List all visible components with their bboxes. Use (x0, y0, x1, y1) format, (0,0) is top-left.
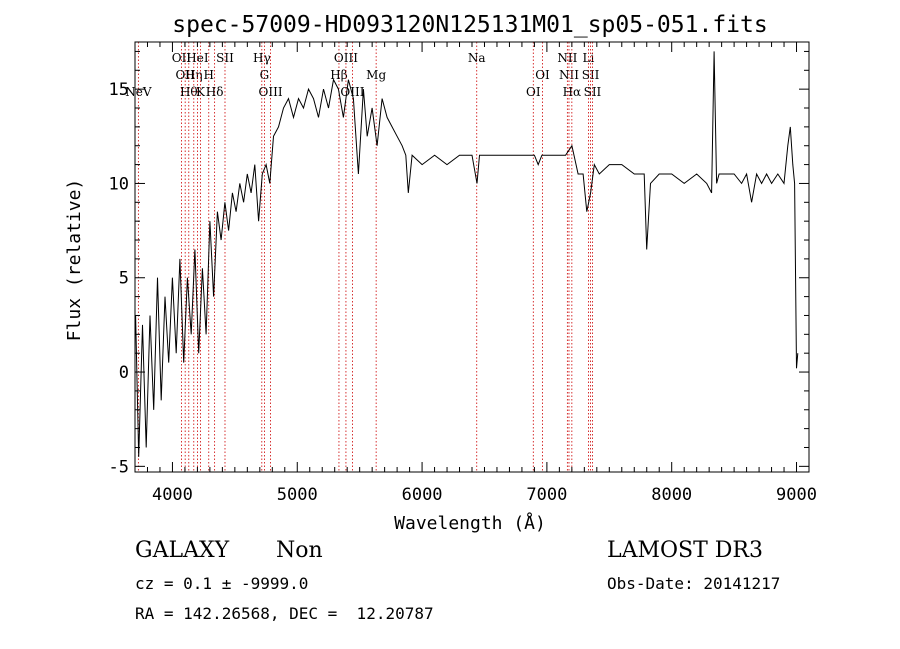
object-class: GALAXY (135, 538, 230, 563)
spectral-line-label: Hδ (206, 85, 224, 99)
spectral-line-label: H (204, 68, 214, 82)
spectral-line-label: SII (582, 68, 600, 82)
x-tick-label: 4000 (152, 485, 193, 505)
spectral-line-label: Na (468, 51, 486, 65)
plot-frame (134, 41, 810, 473)
x-tick-label: 7000 (526, 485, 567, 505)
y-tick-label: 5 (119, 269, 129, 289)
x-tick-label: 8000 (651, 485, 692, 505)
x-tick-label: 9000 (776, 485, 817, 505)
x-axis: 4000 5000 6000 7000 8000 9000 (134, 42, 817, 505)
spectral-line-label: Hγ (253, 51, 271, 65)
spectral-line-label: Hθ (180, 85, 198, 99)
survey-name: LAMOST DR3 (607, 538, 763, 563)
x-tick-label: 5000 (277, 485, 318, 505)
spectral-line-label: HeI (186, 51, 209, 65)
spectral-line-label: OIII (259, 85, 283, 99)
spectral-line-label: OI (526, 85, 541, 99)
obs-date: Obs-Date: 20141217 (607, 574, 781, 593)
y-tick-label: -5 (109, 457, 129, 477)
spectral-line-label: Hβ (330, 68, 347, 82)
spectral-line-label: Hη (185, 68, 203, 82)
spectral-line-label: NII (559, 68, 579, 82)
spectral-line-label: NII (557, 51, 577, 65)
x-axis-label: Wavelength (Å) (394, 512, 546, 534)
x-tick-label: 6000 (402, 485, 443, 505)
object-subclass: Non (276, 538, 323, 563)
spectral-line-label: SII (216, 51, 234, 65)
spectral-line-label: SII (584, 85, 602, 99)
spectral-line-label: G (260, 68, 270, 82)
y-axis-label: Flux (relative) (64, 179, 85, 342)
spectrum-line (135, 51, 799, 457)
spectral-line-label: Hα (563, 85, 582, 99)
y-axis: -5 0 5 10 15 (109, 50, 809, 477)
spectral-line-label: OII (176, 68, 196, 82)
chart-title: spec-57009-HD093120N125131M01_sp05-051.f… (172, 12, 767, 38)
spectral-line-label: NeV (125, 85, 152, 99)
y-tick-label: 10 (109, 174, 129, 194)
spectral-line-label: OIII (334, 51, 358, 65)
spectral-line-label: Mg (366, 68, 386, 82)
redshift-cz: cz = 0.1 ± -9999.0 (135, 574, 309, 593)
spectral-line-label: Li (583, 51, 595, 65)
y-tick-label: 15 (109, 80, 129, 100)
spectral-line-label: K (196, 85, 206, 99)
ra-dec: RA = 142.26568, DEC = 12.20787 (135, 604, 434, 623)
spectral-line-label: OII (172, 51, 192, 65)
y-tick-label: 0 (119, 363, 129, 383)
spectral-line-label: OI (535, 68, 550, 82)
